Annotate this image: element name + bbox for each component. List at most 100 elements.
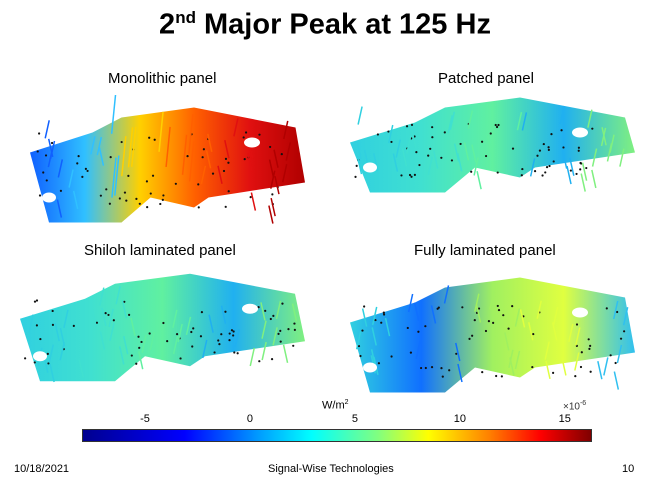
intensity-arrow	[250, 348, 254, 366]
mesh-node	[383, 313, 385, 315]
slide: 2nd Major Peak at 125 Hz Monolithic pane…	[0, 0, 650, 491]
mesh-node	[280, 341, 282, 343]
mesh-node	[468, 338, 470, 340]
mesh-node	[250, 196, 252, 198]
mesh-node	[380, 322, 382, 324]
mesh-node	[444, 131, 446, 133]
mesh-node	[245, 131, 247, 133]
mesh-node	[429, 148, 431, 150]
mesh-node	[175, 183, 177, 185]
mesh-node	[415, 151, 417, 153]
mesh-node	[287, 328, 289, 330]
mesh-node	[585, 167, 587, 169]
colorbar-tick-label: 0	[247, 413, 253, 425]
mesh-node	[414, 174, 416, 176]
mesh-node	[203, 148, 205, 150]
mesh-node	[109, 203, 111, 205]
mesh-node	[38, 132, 40, 134]
mesh-node	[220, 333, 222, 335]
mesh-node	[623, 330, 625, 332]
mesh-node	[521, 168, 523, 170]
mesh-node	[411, 124, 413, 126]
intensity-arrow	[583, 163, 587, 181]
panel-label-patched: Patched panel	[438, 70, 534, 87]
mesh-node	[197, 183, 199, 185]
intensity-arrow	[567, 166, 571, 184]
intensity-arrow	[592, 170, 596, 188]
mesh-node	[390, 355, 392, 357]
intensity-arrow	[284, 345, 288, 363]
mesh-node	[471, 335, 473, 337]
mesh-node	[135, 198, 137, 200]
mesh-node	[359, 355, 361, 357]
mesh-node	[448, 369, 450, 371]
mesh-node	[536, 155, 538, 157]
mesh-node	[269, 146, 271, 148]
panel-hole	[572, 308, 588, 318]
mesh-node	[232, 334, 234, 336]
mesh-node	[78, 155, 80, 157]
patched-panel-plot	[340, 95, 640, 205]
intensity-arrow	[45, 120, 49, 138]
mesh-node	[110, 156, 112, 158]
mesh-node	[550, 133, 552, 135]
mesh-node	[481, 141, 483, 143]
panel-surface	[20, 274, 305, 382]
mesh-node	[440, 157, 442, 159]
mesh-node	[451, 159, 453, 161]
mesh-node	[190, 331, 192, 333]
mesh-node	[24, 357, 26, 359]
mesh-node	[229, 332, 231, 334]
mesh-node	[544, 171, 546, 173]
mesh-node	[85, 168, 87, 170]
mesh-node	[121, 141, 123, 143]
mesh-node	[148, 137, 150, 139]
mesh-node	[212, 173, 214, 175]
mesh-node	[378, 362, 380, 364]
slide-title: 2nd Major Peak at 125 Hz	[0, 8, 650, 42]
mesh-node	[131, 354, 133, 356]
mesh-node	[228, 190, 230, 192]
colorbar-tick-label: -5	[140, 413, 150, 425]
mesh-node	[383, 312, 385, 314]
mesh-node	[579, 162, 581, 164]
mesh-node	[52, 324, 54, 326]
mesh-node	[490, 132, 492, 134]
panel-label-monolithic: Monolithic panel	[108, 70, 216, 87]
intensity-arrow	[614, 372, 618, 390]
mesh-node	[42, 171, 44, 173]
mesh-node	[409, 174, 411, 176]
mesh-node	[485, 330, 487, 332]
mesh-node	[552, 372, 554, 374]
footer-date: 10/18/2021	[14, 463, 69, 475]
colorbar	[82, 429, 592, 442]
intensity-arrow	[477, 171, 481, 189]
intensity-arrow	[269, 206, 273, 224]
mesh-node	[138, 347, 140, 349]
mesh-node	[541, 174, 543, 176]
mesh-node	[496, 126, 498, 128]
mesh-node	[461, 306, 463, 308]
mesh-node	[264, 310, 266, 312]
mesh-node	[427, 155, 429, 157]
mesh-node	[474, 319, 476, 321]
mesh-node	[34, 301, 36, 303]
mesh-node	[149, 332, 151, 334]
mesh-node	[581, 351, 583, 353]
mesh-node	[589, 345, 591, 347]
mesh-node	[440, 367, 442, 369]
mesh-node	[610, 354, 612, 356]
mesh-node	[570, 169, 572, 171]
mesh-node	[497, 171, 499, 173]
mesh-node	[47, 353, 49, 355]
mesh-node	[521, 174, 523, 176]
mesh-node	[532, 333, 534, 335]
mesh-node	[213, 351, 215, 353]
mesh-node	[201, 311, 203, 313]
mesh-node	[546, 166, 548, 168]
mesh-node	[128, 314, 130, 316]
mesh-node	[497, 124, 499, 126]
mesh-node	[100, 195, 102, 197]
mesh-node	[460, 143, 462, 145]
colorbar-tick-label: 5	[352, 413, 358, 425]
